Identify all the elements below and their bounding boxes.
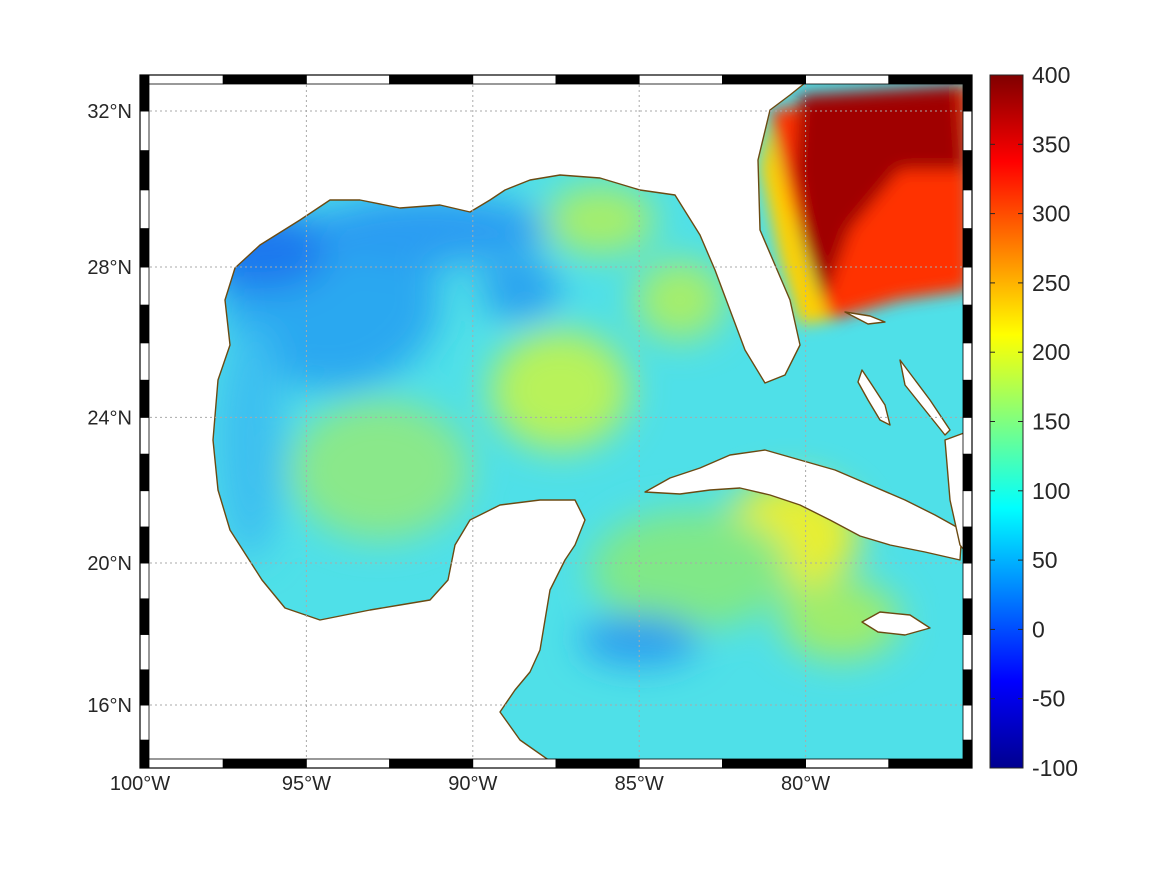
- frame-segment: [962, 342, 973, 381]
- graticule: [140, 75, 972, 768]
- frame-segment: [962, 669, 973, 706]
- colorbar-ticks: 400 350 300 250 200 150 100 50 0 -50 -100: [990, 62, 1078, 781]
- frame-segment: [139, 189, 150, 229]
- frame-segment: [139, 758, 224, 769]
- frame-segment: [222, 758, 307, 769]
- colorbar-tick-label: -50: [1032, 686, 1065, 712]
- frame-segment: [472, 758, 557, 769]
- lat-tick-label: 28°N: [87, 257, 132, 279]
- lon-tick-label: 90°W: [448, 773, 497, 795]
- frame-segment: [962, 266, 973, 306]
- frame-segment: [805, 758, 890, 769]
- frame-segment: [962, 634, 973, 671]
- frame-segment: [555, 758, 640, 769]
- map-frame: [139, 74, 973, 769]
- frame-segment: [222, 74, 307, 85]
- colorbar: 400 350 300 250 200 150 100 50 0 -50 -100: [989, 62, 1078, 781]
- frame-segment: [139, 562, 150, 600]
- frame-segment: [139, 74, 150, 112]
- frame-segment: [722, 758, 807, 769]
- frame-segment: [139, 739, 150, 769]
- frame-segment: [962, 74, 973, 112]
- lat-tick-label: 16°N: [87, 695, 132, 717]
- frame-segment: [139, 228, 150, 268]
- frame-segment: [139, 266, 150, 306]
- frame-outline: [139, 74, 973, 769]
- lat-tick-label: 20°N: [87, 553, 132, 575]
- frame-segment: [962, 228, 973, 268]
- frame-segment: [139, 704, 150, 741]
- frame-segment: [139, 74, 224, 85]
- frame-segment: [638, 74, 723, 85]
- frame-segment: [472, 74, 557, 85]
- frame-segment: [389, 74, 474, 85]
- frame-segment: [139, 379, 150, 418]
- land-masses: [140, 75, 972, 768]
- frame-segment: [962, 739, 973, 769]
- lat-tick-label: 24°N: [87, 407, 132, 429]
- frame-segment: [139, 526, 150, 564]
- colorbar-tick-label: 150: [1032, 409, 1070, 435]
- jamaica-island: [861, 611, 931, 636]
- longitude-tick-labels: 100°W 95°W 90°W 85°W 80°W: [110, 773, 830, 795]
- frame-segment: [555, 74, 640, 85]
- frame-segment: [962, 379, 973, 418]
- colorbar-tick-label: 250: [1032, 270, 1070, 296]
- frame-segment: [962, 490, 973, 528]
- colorbar-tick-label: 200: [1032, 339, 1070, 365]
- frame-segment: [722, 74, 807, 85]
- colorbar-tick-label: -100: [1032, 755, 1078, 781]
- frame-segment: [139, 598, 150, 635]
- frame-segment: [389, 758, 474, 769]
- frame-segment: [888, 758, 973, 769]
- latitude-tick-labels: 16°N 20°N 24°N 28°N 32°N: [87, 101, 132, 717]
- colorbar-tick-label: 50: [1032, 547, 1058, 573]
- frame-segment: [305, 74, 390, 85]
- frame-segment: [962, 416, 973, 455]
- lat-tick-label: 32°N: [87, 101, 132, 123]
- frame-segment: [139, 150, 150, 191]
- colorbar-tick-label: 100: [1032, 478, 1070, 504]
- frame-segment: [962, 704, 973, 741]
- colorbar-tick-label: 0: [1032, 616, 1045, 642]
- frame-segment: [962, 453, 973, 492]
- colorbar-tick-label: 300: [1032, 201, 1070, 227]
- frame-segment: [139, 453, 150, 492]
- frame-segment: [139, 110, 150, 152]
- colorbar-tick-label: 350: [1032, 131, 1070, 157]
- bahamas-eleuthera: [899, 359, 951, 436]
- colorbar-tick-label: 400: [1032, 62, 1070, 88]
- frame-segment: [888, 74, 973, 85]
- frame-segment: [962, 598, 973, 635]
- north-america-coast: [140, 75, 816, 768]
- frame-segment: [962, 526, 973, 564]
- frame-segment: [139, 342, 150, 381]
- frame-segment: [805, 74, 890, 85]
- bahamas-grand: [844, 311, 886, 325]
- lon-tick-label: 100°W: [110, 773, 170, 795]
- lon-tick-label: 95°W: [282, 773, 331, 795]
- frame-segment: [139, 304, 150, 344]
- bahamas-andros: [857, 369, 891, 426]
- frame-segment: [139, 669, 150, 706]
- frame-segment: [139, 490, 150, 528]
- lon-tick-label: 85°W: [615, 773, 664, 795]
- frame-segment: [139, 416, 150, 455]
- frame-segment: [962, 189, 973, 229]
- frame-segment: [962, 110, 973, 152]
- frame-segment: [962, 150, 973, 191]
- frame-segment: [638, 758, 723, 769]
- frame-segment: [305, 758, 390, 769]
- frame-segment: [139, 634, 150, 671]
- frame-segment: [962, 562, 973, 600]
- lon-tick-label: 80°W: [781, 773, 830, 795]
- frame-segment: [962, 304, 973, 344]
